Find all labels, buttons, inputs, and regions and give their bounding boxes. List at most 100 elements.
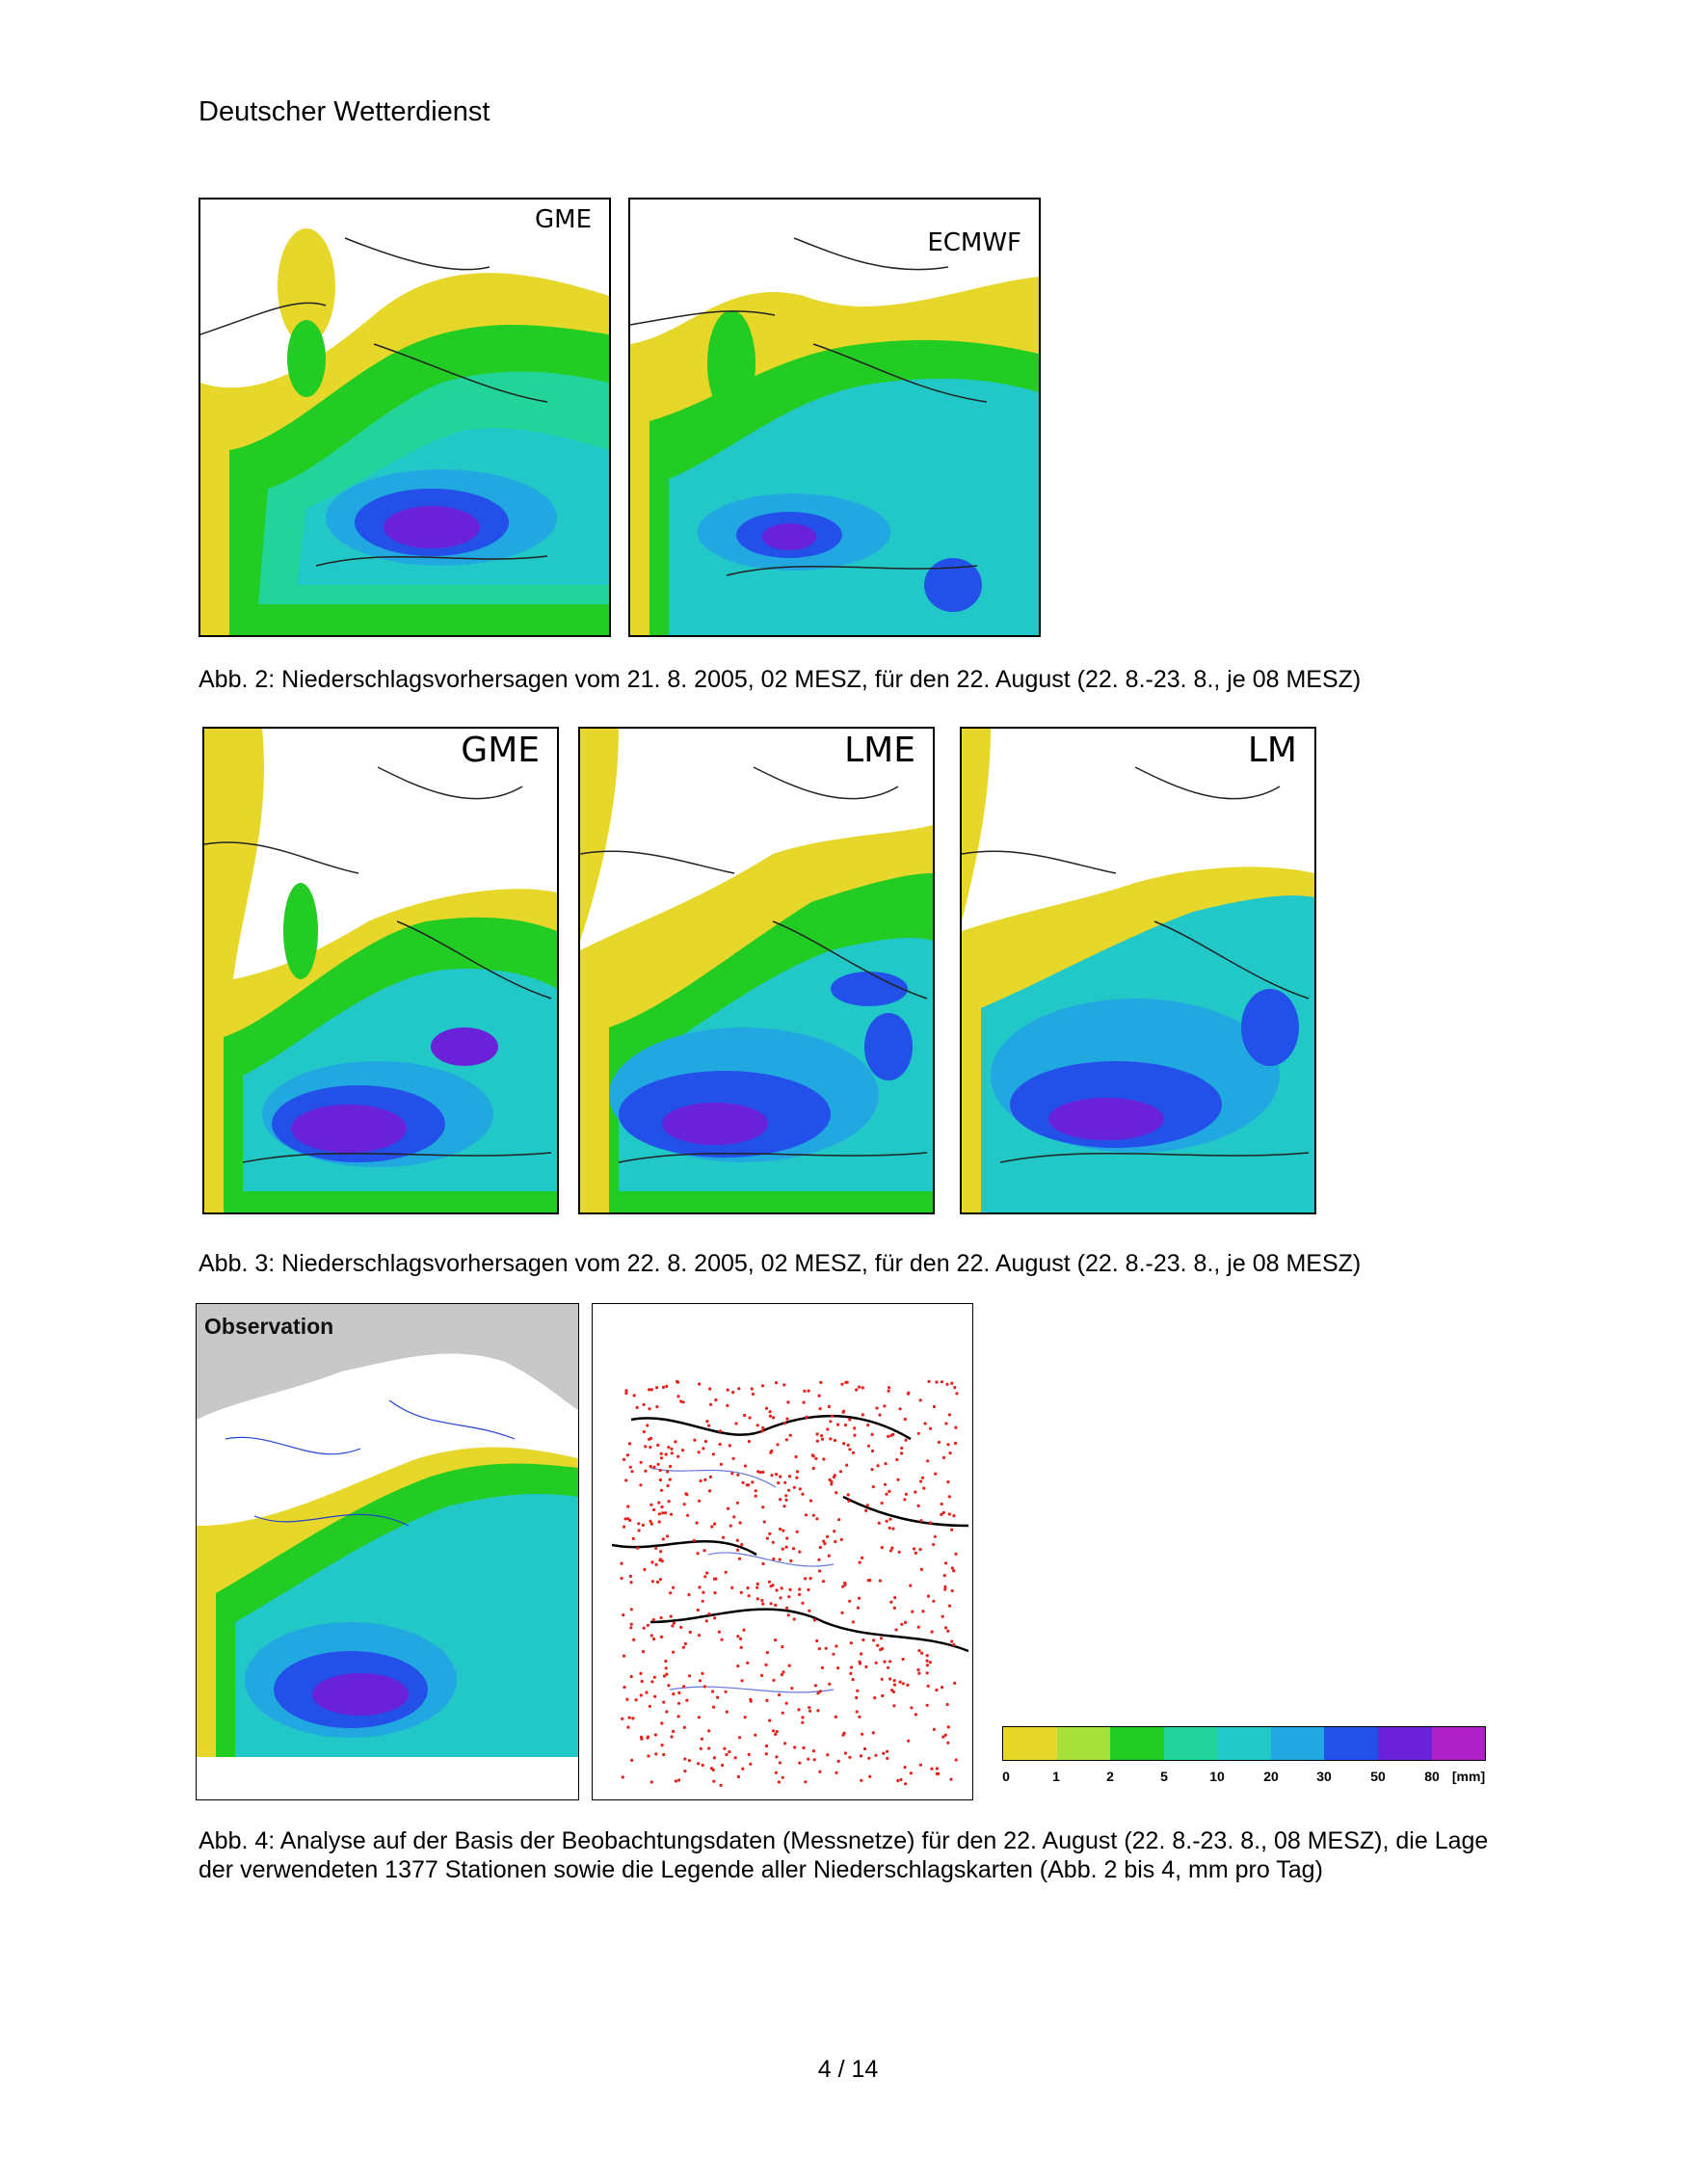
station-dot [934, 1472, 938, 1476]
station-dot [953, 1386, 957, 1390]
station-dot [667, 1684, 671, 1688]
station-dot [886, 1756, 889, 1760]
station-dot [814, 1456, 818, 1460]
station-dot [820, 1434, 824, 1438]
station-dot [713, 1616, 717, 1620]
legend-tick: 50 [1370, 1769, 1386, 1784]
station-dot [739, 1590, 743, 1594]
station-dot [778, 1692, 782, 1697]
station-dot [696, 1608, 700, 1612]
station-dot [916, 1431, 920, 1435]
station-dot [774, 1638, 778, 1642]
station-dot [761, 1425, 765, 1429]
station-dot [771, 1540, 775, 1544]
station-dot [918, 1763, 922, 1767]
station-dot [716, 1695, 720, 1699]
station-dot [941, 1686, 944, 1690]
station-dot [853, 1433, 857, 1437]
station-dot [649, 1780, 653, 1784]
station-dot [925, 1654, 929, 1658]
station-dot [652, 1675, 656, 1679]
station-dot [921, 1610, 925, 1613]
station-dot [900, 1446, 904, 1451]
station-dot [648, 1407, 651, 1411]
station-dot [700, 1737, 704, 1741]
station-dot [845, 1463, 849, 1467]
station-dot [697, 1634, 702, 1638]
station-dot [751, 1480, 755, 1484]
station-dot [790, 1687, 794, 1691]
station-dot [858, 1660, 861, 1664]
station-dot [645, 1691, 649, 1694]
station-dot [732, 1515, 736, 1519]
station-dot [786, 1613, 790, 1617]
station-dot [730, 1472, 734, 1476]
station-dot [644, 1445, 648, 1449]
station-dot [660, 1505, 664, 1509]
station-dot [677, 1778, 681, 1782]
station-dot [818, 1690, 822, 1693]
station-dot [637, 1529, 641, 1532]
station-dot [828, 1682, 832, 1686]
station-dot [734, 1422, 738, 1425]
station-dot [949, 1777, 953, 1781]
station-dot [811, 1513, 815, 1517]
map-fig4-observation: Observation [196, 1303, 579, 1800]
station-dot [781, 1711, 784, 1715]
station-dot [952, 1514, 956, 1518]
station-dot [656, 1443, 660, 1447]
station-dot [774, 1381, 779, 1385]
station-dot [760, 1673, 764, 1677]
station-dot [646, 1424, 649, 1427]
station-dot [764, 1752, 768, 1756]
station-dot [801, 1720, 805, 1724]
station-dot [887, 1665, 890, 1669]
panel-label: LM [1243, 731, 1301, 770]
station-dot [893, 1596, 897, 1600]
station-dot [667, 1446, 671, 1450]
station-dot [788, 1433, 792, 1437]
station-dot [630, 1470, 634, 1474]
station-dot [801, 1492, 805, 1496]
station-dot [833, 1530, 836, 1533]
station-dot [775, 1473, 779, 1477]
station-dot [813, 1684, 817, 1688]
observation-label: Observation [204, 1314, 334, 1339]
station-dot [916, 1504, 920, 1507]
station-dot [711, 1690, 715, 1693]
station-dot [875, 1406, 879, 1410]
station-dot [887, 1434, 890, 1438]
station-dot [639, 1693, 643, 1697]
station-dot [649, 1519, 652, 1523]
station-dot [904, 1438, 908, 1442]
station-dot [736, 1774, 740, 1779]
station-dot [804, 1780, 808, 1784]
station-dot [864, 1508, 868, 1512]
station-dot [923, 1422, 927, 1425]
station-dot [930, 1767, 934, 1771]
station-dot [681, 1400, 685, 1404]
station-dot [876, 1643, 880, 1647]
station-dot [858, 1385, 861, 1389]
station-dot [772, 1416, 776, 1420]
station-dot [737, 1557, 742, 1560]
station-dot [626, 1725, 630, 1729]
station-dot [827, 1554, 831, 1558]
station-dot [914, 1490, 917, 1494]
station-dot [774, 1603, 778, 1607]
legend-swatch [1324, 1727, 1378, 1760]
station-dot [808, 1499, 813, 1503]
station-dot [741, 1480, 745, 1484]
station-dot [851, 1678, 855, 1682]
station-dot [850, 1665, 854, 1669]
station-dot [708, 1387, 712, 1391]
station-dot [946, 1741, 950, 1745]
station-dot [636, 1546, 640, 1550]
station-dot [787, 1664, 791, 1667]
station-dot [632, 1638, 636, 1641]
station-dot [804, 1513, 808, 1517]
precip-map-fig3-lm [962, 729, 1314, 1212]
station-dot [659, 1615, 663, 1620]
station-dot [737, 1736, 742, 1740]
station-dot [808, 1706, 811, 1710]
